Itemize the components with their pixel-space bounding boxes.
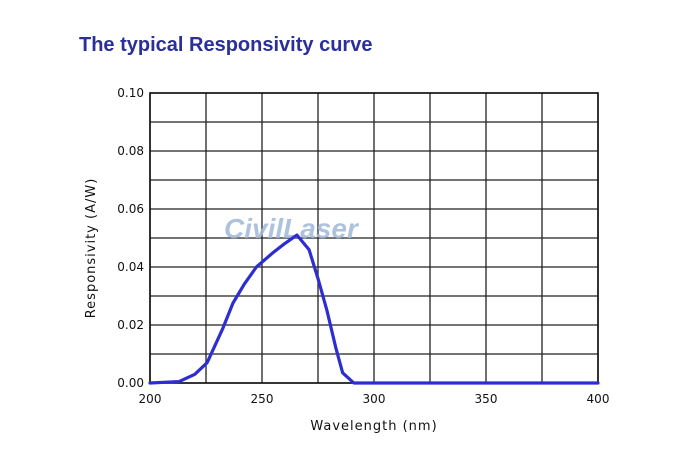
y-tick-label: 0.08 xyxy=(117,144,144,158)
x-tick-label: 300 xyxy=(363,392,386,406)
chart-title: The typical Responsivity curve xyxy=(79,34,373,56)
x-tick-label: 350 xyxy=(475,392,498,406)
y-tick-label: 0.02 xyxy=(117,318,144,332)
x-tick-label: 250 xyxy=(251,392,274,406)
x-axis-label: Wavelength (nm) xyxy=(310,419,437,434)
responsivity-series-line xyxy=(148,233,600,385)
x-tick-label: 200 xyxy=(139,392,162,406)
x-tick-label: 400 xyxy=(587,392,610,406)
y-tick-label: 0.04 xyxy=(117,260,144,274)
y-tick-label: 0.00 xyxy=(117,376,144,390)
y-tick-label: 0.10 xyxy=(117,86,144,100)
y-tick-label: 0.06 xyxy=(117,202,144,216)
y-axis-label: Responsivity (A/W) xyxy=(84,178,99,319)
